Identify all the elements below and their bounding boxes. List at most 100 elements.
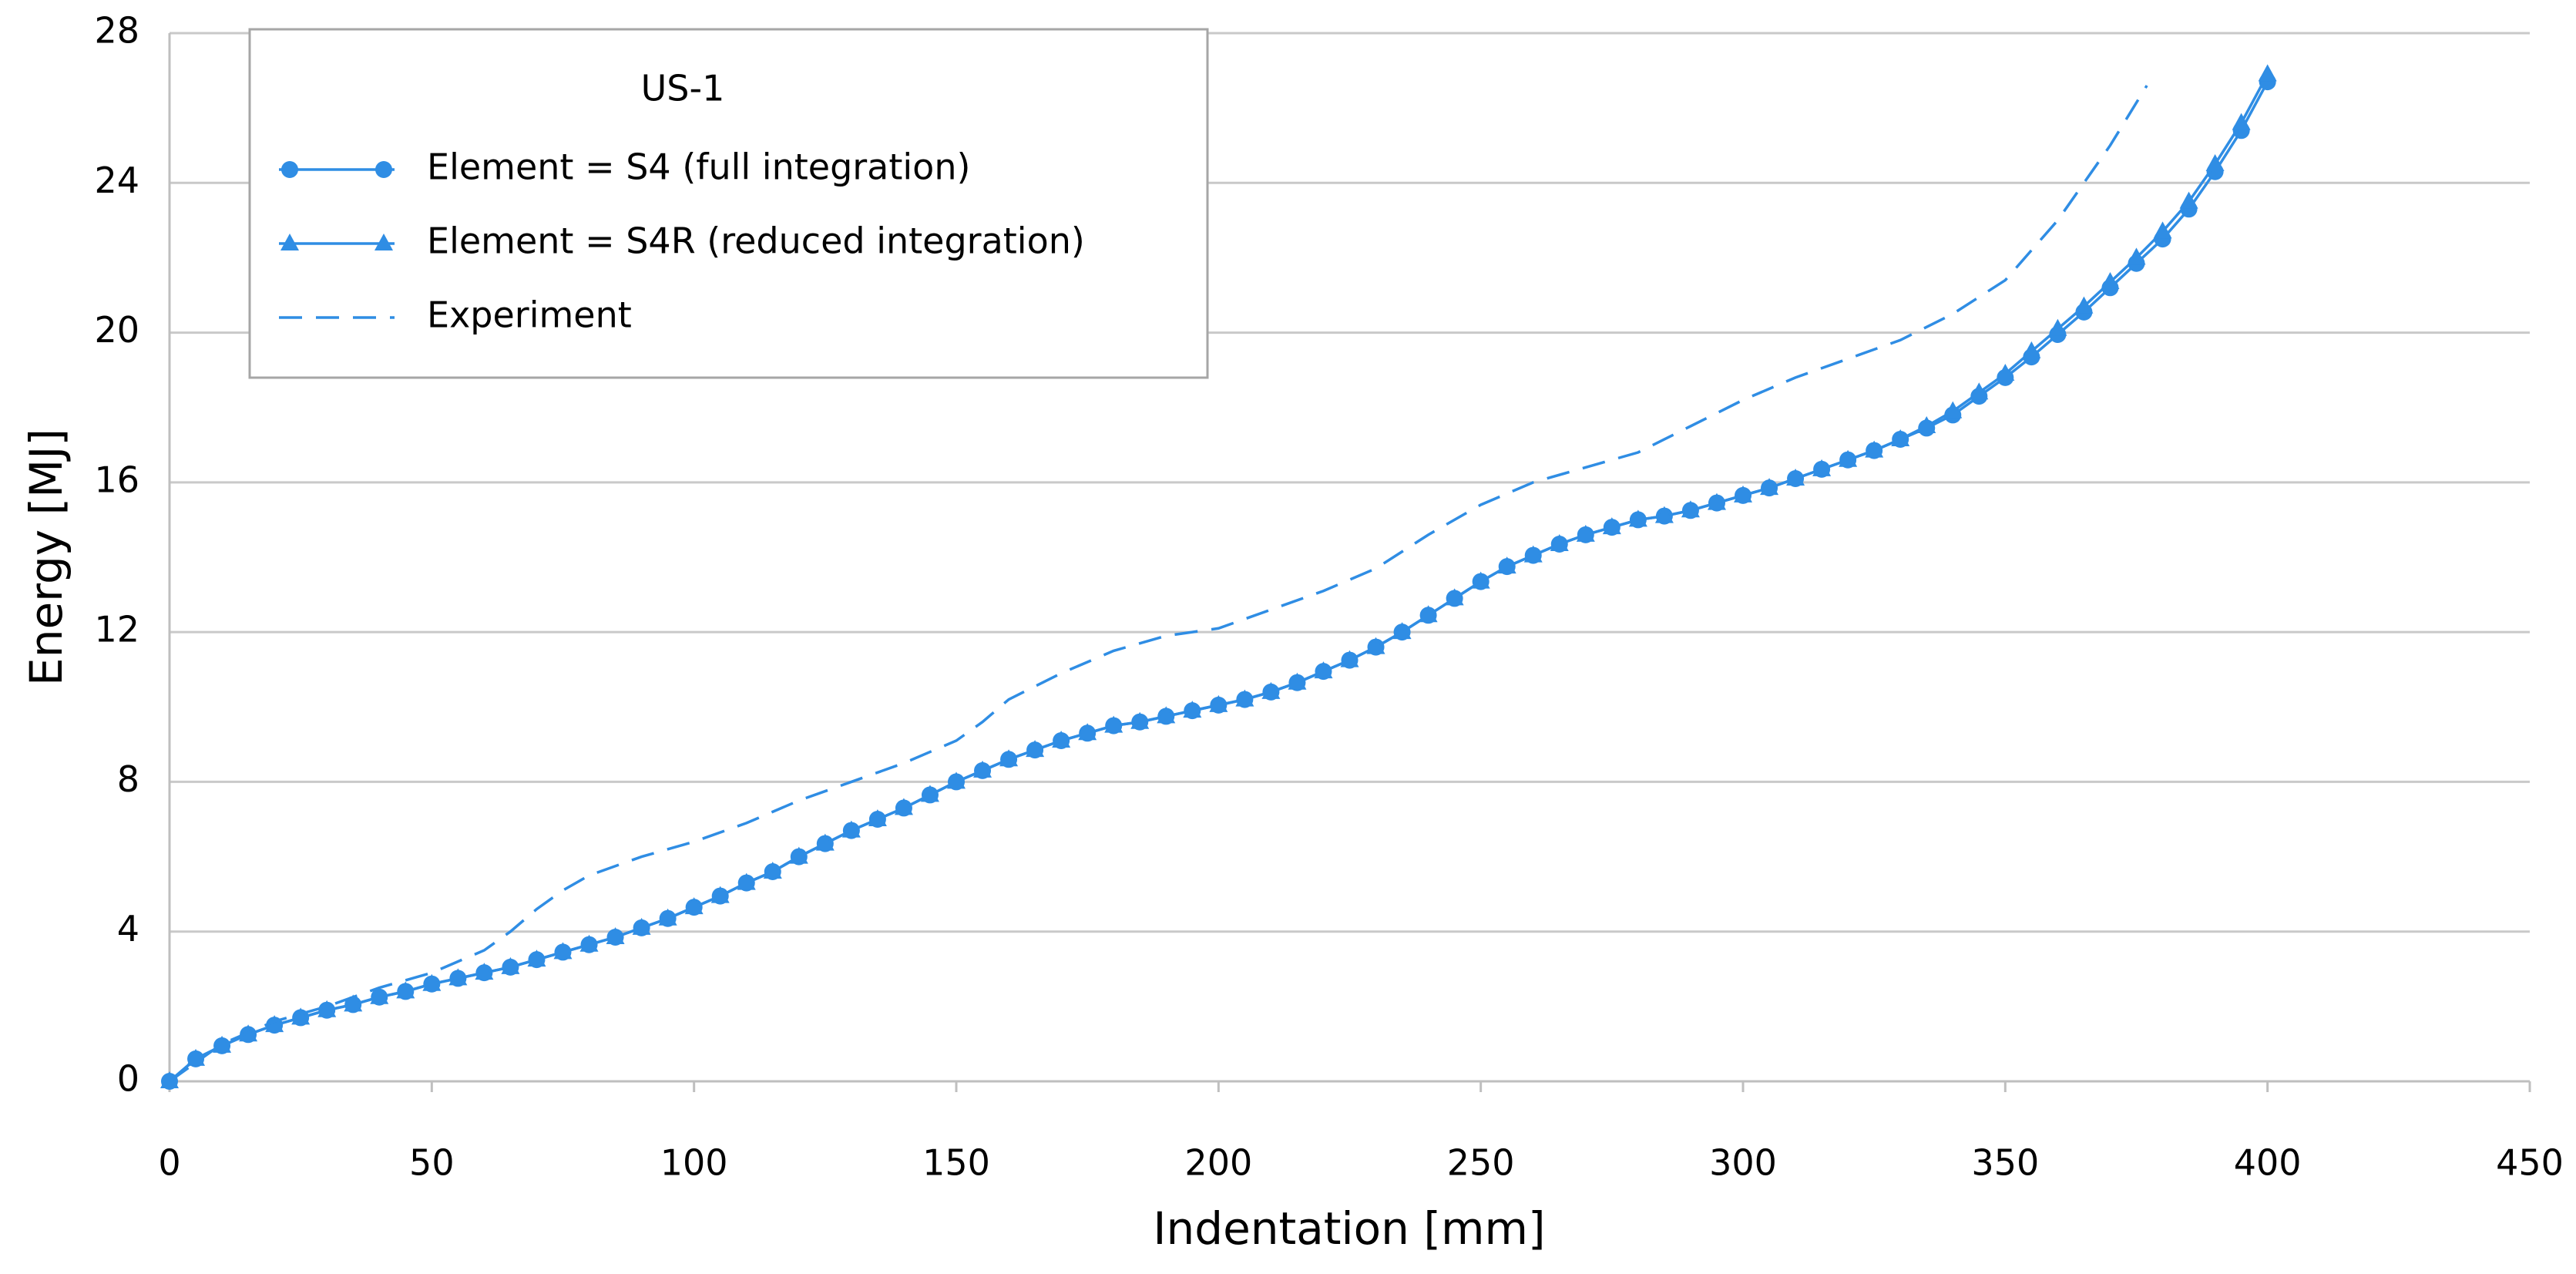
marker [815,833,835,851]
marker [2205,154,2225,171]
y-tick-label: 20 [94,309,139,351]
marker [1052,731,1071,748]
marker [1183,701,1202,718]
marker [710,886,730,903]
marker [396,981,415,999]
marker [281,161,298,178]
marker [527,950,546,967]
marker [422,973,442,991]
marker [448,968,468,986]
legend-label: Element = S4R (reduced integration) [427,220,1085,262]
marker [763,862,782,879]
marker [1026,740,1045,758]
marker [2258,64,2277,82]
y-tick-label: 24 [94,160,139,201]
marker [1970,382,1989,400]
series-line [168,85,2148,1083]
x-tick-label: 450 [2496,1142,2564,1184]
marker [2048,318,2067,336]
marker [1288,672,1307,690]
marker [1445,588,1464,606]
x-tick-label: 350 [1971,1142,2039,1184]
legend-label: Experiment [427,294,632,336]
marker [1497,556,1516,574]
marker [684,897,704,915]
marker [1235,689,1254,707]
marker [2232,113,2251,130]
marker [344,994,363,1012]
marker [737,872,756,890]
marker [1865,440,1884,458]
marker [1654,506,1674,523]
marker [280,234,299,250]
marker [553,942,573,960]
marker [370,987,389,1004]
marker [1419,605,1438,623]
x-tick-label: 250 [1447,1142,1515,1184]
x-tick-label: 150 [922,1142,990,1184]
marker [1812,459,1832,476]
marker [606,927,625,944]
marker [1550,534,1569,551]
x-tick-label: 50 [409,1142,455,1184]
marker [475,963,494,980]
marker [2074,296,2094,314]
x-tick-label: 100 [660,1142,728,1184]
marker [1996,364,2015,381]
marker [1157,706,1176,724]
marker [894,798,913,815]
marker [291,1007,311,1025]
marker [947,771,966,789]
marker [1523,545,1543,563]
marker [1261,681,1281,699]
marker [1130,711,1150,729]
marker [1891,429,1910,446]
legend-box [248,28,1209,379]
marker [999,749,1019,767]
marker [1760,478,1779,496]
marker [2022,341,2041,358]
marker [632,917,651,935]
legend-title: US-1 [641,68,725,109]
marker [1602,517,1621,535]
marker [1576,524,1595,542]
marker [374,234,393,250]
marker [1340,650,1359,667]
marker [1471,571,1490,589]
marker [973,760,992,778]
y-axis-title: Energy [MJ] [20,429,72,686]
marker [2179,191,2198,209]
marker [1078,723,1097,741]
marker [1839,449,1858,467]
marker [2127,247,2146,265]
marker [1314,661,1333,679]
marker [920,785,939,802]
marker [265,1015,284,1033]
marker [1707,492,1726,510]
x-tick-label: 400 [2234,1142,2302,1184]
marker [1681,500,1700,518]
y-tick-label: 16 [94,459,139,500]
marker [375,161,392,178]
y-tick-label: 0 [117,1058,139,1100]
x-tick-label: 0 [158,1142,180,1184]
marker [1734,485,1752,503]
marker [1209,694,1228,712]
marker [186,1048,206,1066]
marker [317,1000,337,1017]
marker [658,908,677,926]
x-axis-title: Indentation [mm] [1153,1202,1545,1255]
legend-label: Element = S4 (full integration) [427,146,970,188]
marker [1628,509,1647,527]
marker [1943,401,1963,419]
x-tick-label: 200 [1184,1142,1252,1184]
marker [1104,715,1123,733]
marker [2153,221,2172,239]
marker [1917,416,1936,433]
marker [1786,469,1805,486]
marker [501,956,520,974]
x-tick-label: 300 [1709,1142,1777,1184]
y-tick-label: 8 [117,758,139,800]
marker [2101,272,2120,289]
